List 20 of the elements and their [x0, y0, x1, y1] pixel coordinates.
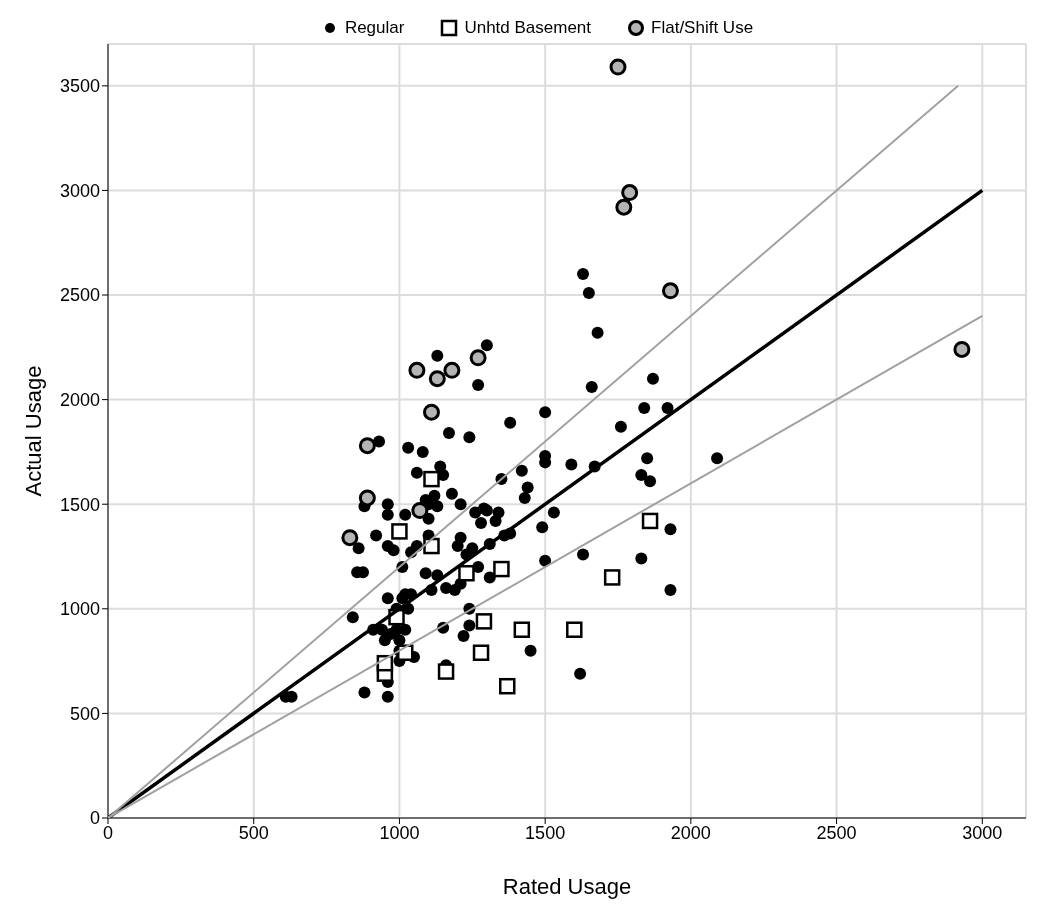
- x-tick-label: 2500: [816, 822, 857, 843]
- x-tick-label: 3000: [962, 822, 1003, 843]
- y-tick-label: 2500: [59, 285, 100, 306]
- y-tick-label: 3500: [59, 76, 100, 97]
- x-tick-label: 0: [102, 822, 114, 843]
- y-axis-title: Actual Usage: [20, 365, 46, 497]
- legend-label: Flat/Shift Use: [650, 18, 754, 38]
- x-tick-label: 1500: [525, 822, 566, 843]
- y-tick-label: 500: [69, 703, 100, 724]
- x-tick-label: 500: [238, 822, 269, 843]
- y-tick-label: 0: [89, 808, 100, 829]
- x-tick-label: 2000: [670, 822, 711, 843]
- y-tick-label: 1500: [59, 494, 100, 515]
- x-tick-label: 1000: [379, 822, 420, 843]
- x-axis-title: Rated Usage: [502, 873, 632, 899]
- y-tick-label: 2000: [59, 390, 100, 411]
- y-tick-label: 1000: [59, 599, 100, 620]
- y-tick-label: 3000: [59, 180, 100, 201]
- legend-label: Regular: [343, 18, 405, 38]
- legend-label: Unhtd Basement: [463, 18, 592, 38]
